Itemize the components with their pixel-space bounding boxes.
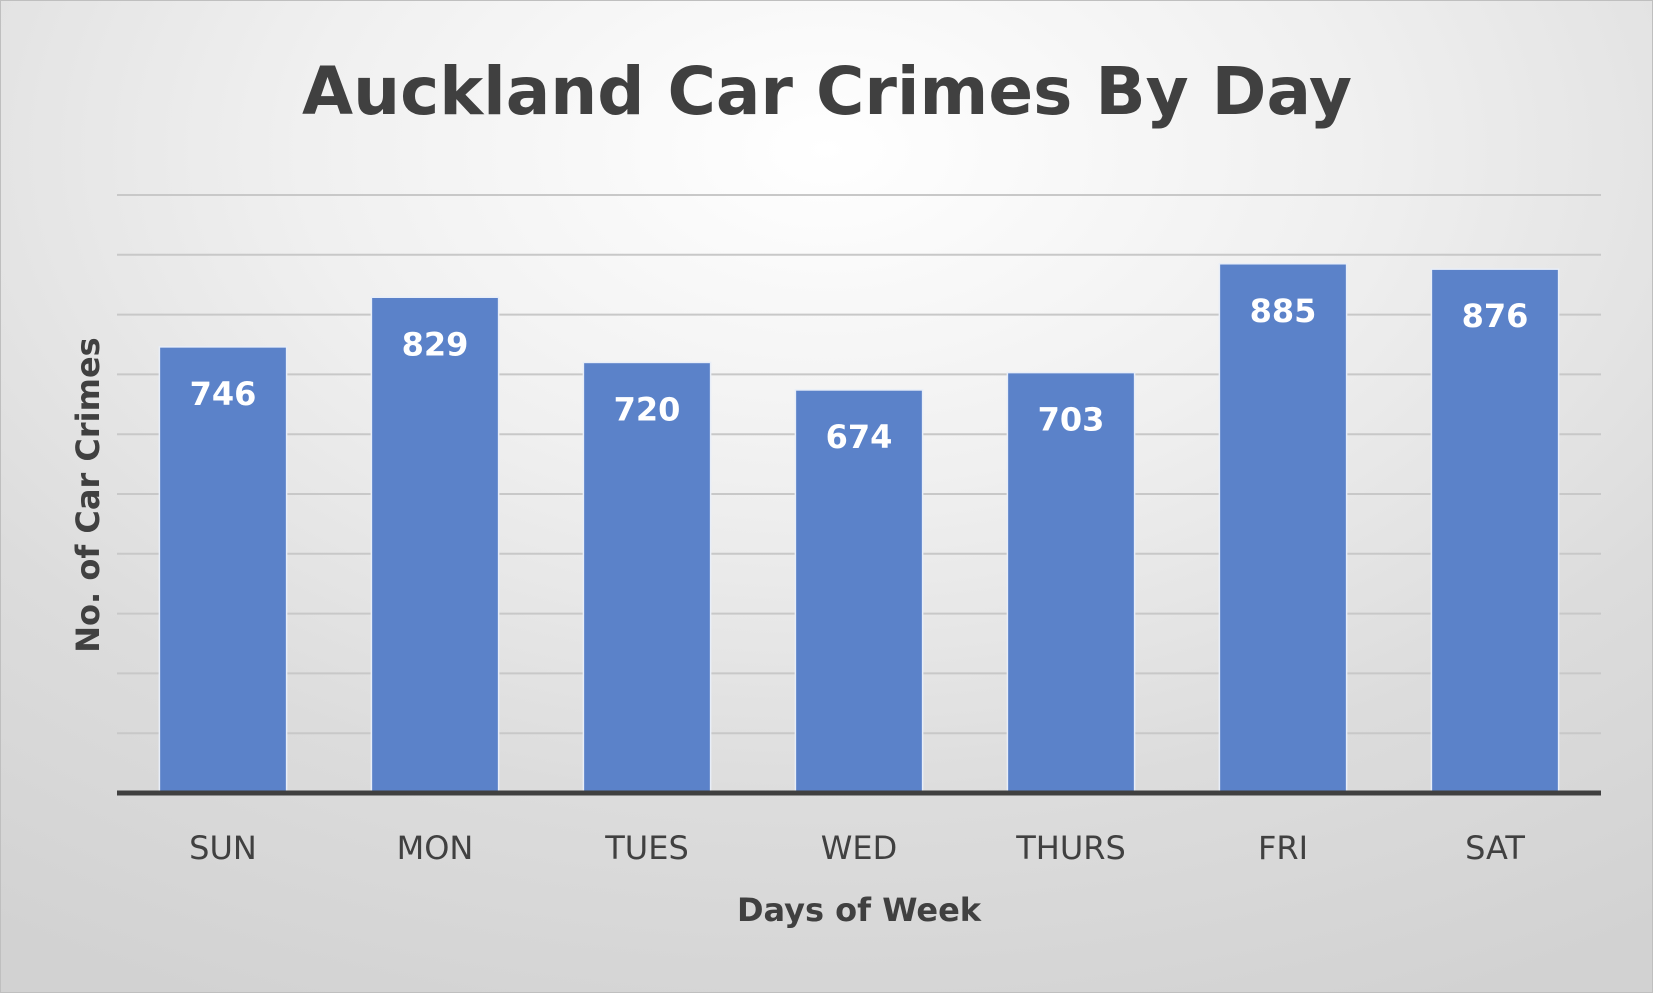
bar-wed <box>794 389 924 794</box>
bar-fri <box>1218 263 1348 794</box>
data-label-fri: 885 <box>1250 292 1317 330</box>
bar-mon <box>370 296 500 794</box>
x-tick-fri: FRI <box>1258 829 1308 867</box>
y-axis-title: No. of Car Crimes <box>69 337 107 652</box>
bars <box>158 263 1560 794</box>
bar-sat <box>1430 268 1560 794</box>
x-tick-thurs: THURS <box>1015 829 1126 867</box>
data-labels: 746 829 720 674 703 885 876 <box>190 292 1529 456</box>
data-label-thurs: 703 <box>1038 401 1105 439</box>
data-label-sun: 746 <box>190 375 257 413</box>
bar-tues <box>582 361 712 794</box>
x-tick-sun: SUN <box>189 829 257 867</box>
chart-title: Auckland Car Crimes By Day <box>302 53 1352 130</box>
bar-sun <box>158 346 288 794</box>
x-tick-labels: SUN MON TUES WED THURS FRI SAT <box>189 829 1525 867</box>
x-tick-tues: TUES <box>604 829 689 867</box>
x-tick-mon: MON <box>397 829 474 867</box>
data-label-mon: 829 <box>402 325 469 363</box>
x-tick-wed: WED <box>821 829 898 867</box>
x-tick-sat: SAT <box>1465 829 1525 867</box>
data-label-wed: 674 <box>826 418 893 456</box>
data-label-sat: 876 <box>1462 297 1529 335</box>
x-axis-title: Days of Week <box>737 891 982 929</box>
data-label-tues: 720 <box>614 390 681 428</box>
